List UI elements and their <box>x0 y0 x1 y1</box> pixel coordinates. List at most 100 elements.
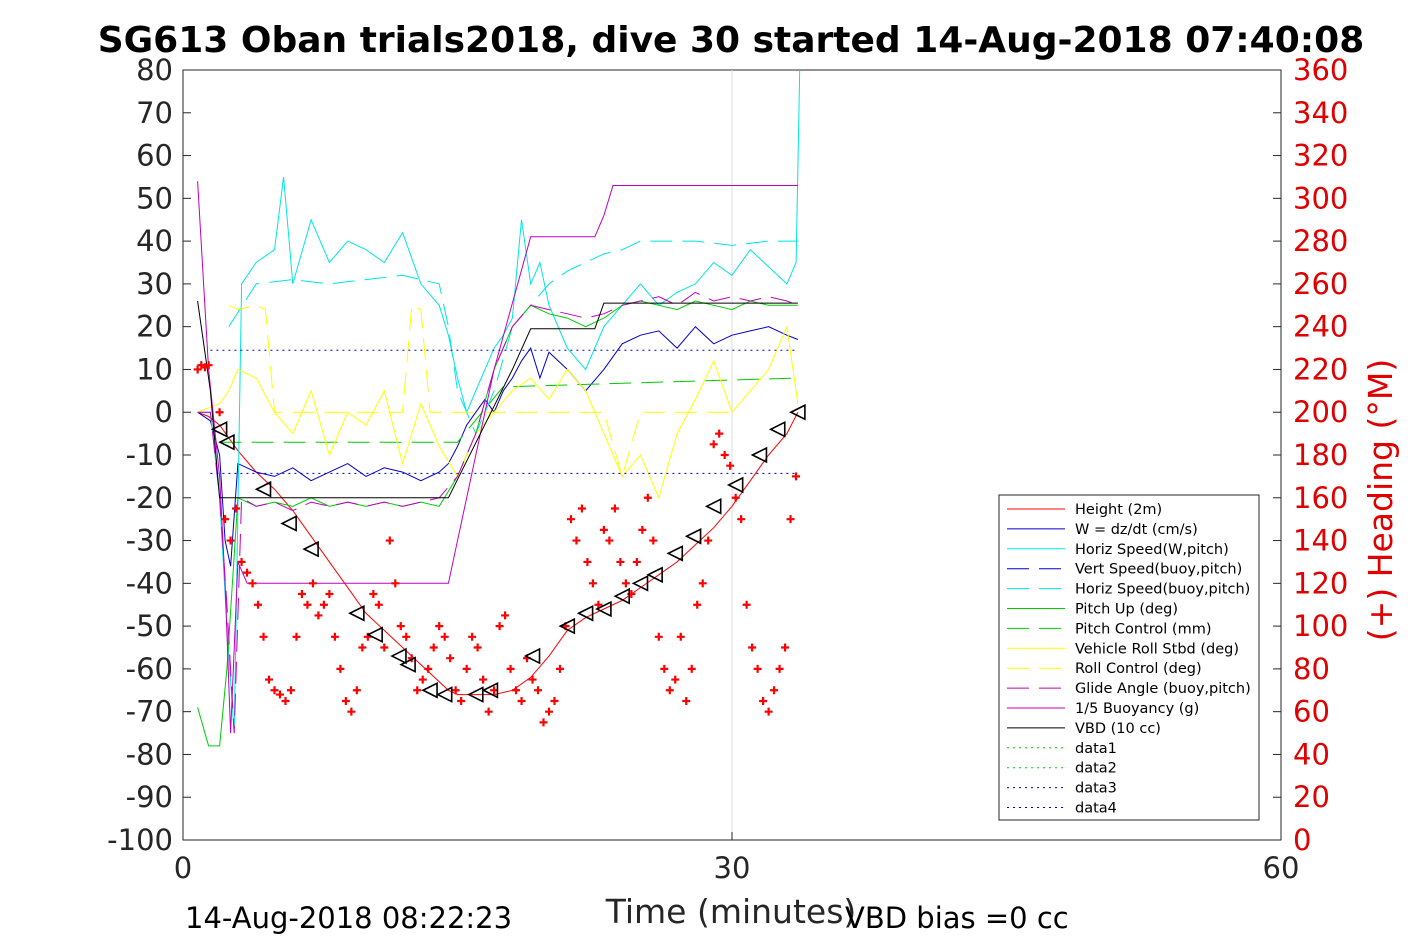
x-tick-label: 0 <box>174 851 192 885</box>
heading-point <box>621 579 630 588</box>
right-tick-label: 280 <box>1293 224 1348 258</box>
heading-point <box>566 515 575 524</box>
height-marker <box>558 617 576 635</box>
right-tick-label: 300 <box>1293 181 1348 215</box>
heading-point <box>440 632 449 641</box>
legend-entry: data4 <box>1075 801 1117 817</box>
height-marker <box>631 575 649 592</box>
heading-point <box>308 579 317 588</box>
heading-point <box>759 696 768 705</box>
height-marker <box>467 686 484 703</box>
height-marker <box>421 681 438 699</box>
legend-entry: Glide Angle (buoy,pitch) <box>1075 681 1251 697</box>
heading-point <box>792 472 801 481</box>
heading-point <box>748 643 757 652</box>
height-marker <box>666 545 684 562</box>
heading-point <box>457 696 466 705</box>
height-marker <box>302 540 319 558</box>
height-marker <box>768 421 786 438</box>
legend-entry: Vert Speed(buoy,pitch) <box>1075 562 1242 578</box>
heading-point <box>325 590 334 599</box>
heading-point <box>435 622 444 631</box>
heading-point <box>610 504 619 513</box>
left-tick-label: -100 <box>107 823 173 857</box>
heading-point <box>265 675 274 684</box>
height-marker <box>789 403 806 421</box>
series-line-0 <box>197 411 799 696</box>
left-tick-label: -90 <box>126 780 173 814</box>
legend-entry: 1/5 Buoyancy (g) <box>1075 701 1199 717</box>
heading-point <box>413 686 422 695</box>
heading-point <box>676 632 685 641</box>
heading-point <box>468 632 477 641</box>
heading-point <box>698 579 707 588</box>
heading-point <box>451 686 460 695</box>
heading-point <box>583 557 592 566</box>
height-marker <box>218 433 235 451</box>
height-marker <box>595 600 612 618</box>
series-line-1 <box>197 325 799 567</box>
chart-title: SG613 Oban trials2018, dive 30 started 1… <box>98 20 1365 61</box>
right-tick-label: 100 <box>1293 609 1348 643</box>
heading-point <box>638 525 647 534</box>
height-marker <box>613 587 630 605</box>
heading-point <box>446 654 455 663</box>
left-tick-label: 10 <box>136 352 173 386</box>
heading-point <box>380 643 389 652</box>
heading-point <box>402 632 411 641</box>
height-marker <box>704 498 722 515</box>
right-tick-label: 180 <box>1293 438 1348 472</box>
right-tick-label: 20 <box>1293 780 1330 814</box>
heading-point <box>270 686 279 695</box>
left-tick-label: -80 <box>126 737 173 771</box>
right-tick-label: 240 <box>1293 310 1348 344</box>
right-tick-label: 60 <box>1293 695 1330 729</box>
left-tick-label: 60 <box>136 139 173 173</box>
height-marker <box>576 604 594 622</box>
left-tick-label: 0 <box>155 395 173 429</box>
left-tick-label: -50 <box>126 609 173 643</box>
series-line-11 <box>197 300 798 499</box>
series-line-2 <box>197 69 801 734</box>
heading-point <box>193 365 202 374</box>
legend-entry: VBD (10 cc) <box>1075 721 1161 737</box>
right-tick-label: 360 <box>1293 53 1348 87</box>
legend: Height (2m) W = dz/dt (cm/s) Horiz Speed(W… <box>998 494 1260 821</box>
heading-point <box>517 696 526 705</box>
heading-point <box>528 675 537 684</box>
heading-point <box>358 643 367 652</box>
heading-point <box>232 504 241 513</box>
heading-point <box>506 664 515 673</box>
heading-point <box>396 622 405 631</box>
heading-point <box>248 579 257 588</box>
heading-point <box>660 664 669 673</box>
series-line-8 <box>228 304 732 479</box>
right-tick-label: 80 <box>1293 652 1330 686</box>
height-marker <box>750 446 768 464</box>
heading-point <box>221 515 230 524</box>
heading-point <box>605 536 614 545</box>
left-tick-label: -60 <box>126 652 173 686</box>
heading-point <box>495 622 504 631</box>
heading-point <box>764 707 773 716</box>
height-marker <box>390 647 407 665</box>
legend-entry: data3 <box>1075 781 1117 797</box>
legend-entry: Pitch Up (deg) <box>1075 602 1178 618</box>
heading-point <box>330 632 339 641</box>
heading-point <box>424 664 433 673</box>
heading-point <box>534 686 543 695</box>
heading-point <box>720 451 729 459</box>
heading-point <box>654 632 663 641</box>
heading-point <box>632 557 641 566</box>
heading-point <box>352 686 361 695</box>
heading-point <box>204 361 213 370</box>
heading-point <box>462 664 471 673</box>
heading-point <box>775 664 784 673</box>
left-tick-label: -30 <box>126 524 173 558</box>
x-tick-label: 60 <box>1263 851 1300 885</box>
heading-point <box>254 600 263 609</box>
left-tick-label: -40 <box>126 566 173 600</box>
heading-point <box>341 696 350 705</box>
right-tick-label: 200 <box>1293 395 1348 429</box>
